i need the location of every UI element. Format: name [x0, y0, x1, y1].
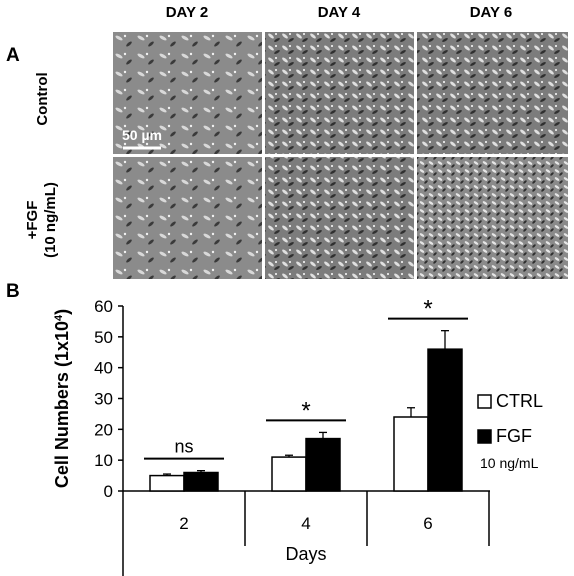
- panel-a-label: A: [6, 45, 20, 66]
- y-axis-label: Cell Numbers (1x104): [52, 309, 72, 488]
- bar-ctrl-day-2: [149, 474, 185, 492]
- y-tick-label: 0: [104, 482, 113, 501]
- micrograph-control-day2: [113, 32, 262, 154]
- column-header-day-6: DAY 6: [469, 4, 513, 21]
- micrograph-fgf-day4: [265, 157, 414, 279]
- bar-fgf-day-6: [427, 348, 463, 492]
- row-label-control: Control: [34, 72, 51, 126]
- micrograph-control-day6: [417, 32, 568, 154]
- significance-label: ns: [174, 437, 193, 457]
- row-label-fgf-line1: +FGF: [24, 200, 41, 240]
- row-label-fgf: +FGF (10 ng/mL): [24, 160, 64, 280]
- bar-fgf-day-2: [183, 471, 219, 492]
- column-header-day-4: DAY 4: [317, 4, 361, 21]
- bar-fgf-day-4: [305, 437, 341, 492]
- x-tick-label-day-6: 6: [423, 514, 432, 533]
- panel-b-label: B: [6, 281, 20, 302]
- bar-ctrl-day-4: [271, 456, 307, 492]
- legend-label-ctrl: CTRL: [496, 391, 543, 411]
- micrograph-fgf-day2: [113, 157, 262, 279]
- y-tick-label: 20: [94, 420, 113, 439]
- y-tick-label: 10: [94, 451, 113, 470]
- legend-note: 10 ng/mL: [480, 455, 539, 471]
- significance-label: *: [301, 397, 310, 424]
- x-tick-label-day-4: 4: [301, 514, 310, 533]
- legend-swatch-fgf: [477, 429, 492, 444]
- y-tick-label: 30: [94, 390, 113, 409]
- column-header-day-2: DAY 2: [165, 4, 209, 21]
- row-label-fgf-line2: (10 ng/mL): [42, 182, 59, 258]
- y-tick-label: 40: [94, 359, 113, 378]
- micrograph-grid: [113, 32, 568, 279]
- y-axis-label-main: Cell Numbers (1x10: [52, 321, 72, 488]
- cell-number-bar-chart: 0 10 20 30 40 50 60 2 ns 4 * 6 * Days Cell Numbers (1x…: [52, 296, 543, 576]
- y-axis-label-superscript: 4: [53, 314, 65, 321]
- micrograph-control-day4: [265, 32, 414, 154]
- micrograph-fgf-day6: [417, 157, 568, 279]
- legend-swatch-ctrl: [477, 394, 492, 409]
- bar-ctrl-day-6: [393, 416, 429, 492]
- y-tick-label: 50: [94, 328, 113, 347]
- x-axis-label: Days: [285, 544, 326, 564]
- significance-label: *: [423, 296, 432, 323]
- scale-bar-label: 50 µm: [122, 127, 162, 143]
- y-axis-label-close: ): [52, 309, 72, 315]
- x-tick-label-day-2: 2: [179, 514, 188, 533]
- y-tick-label: 60: [94, 297, 113, 316]
- legend-label-fgf: FGF: [496, 426, 532, 446]
